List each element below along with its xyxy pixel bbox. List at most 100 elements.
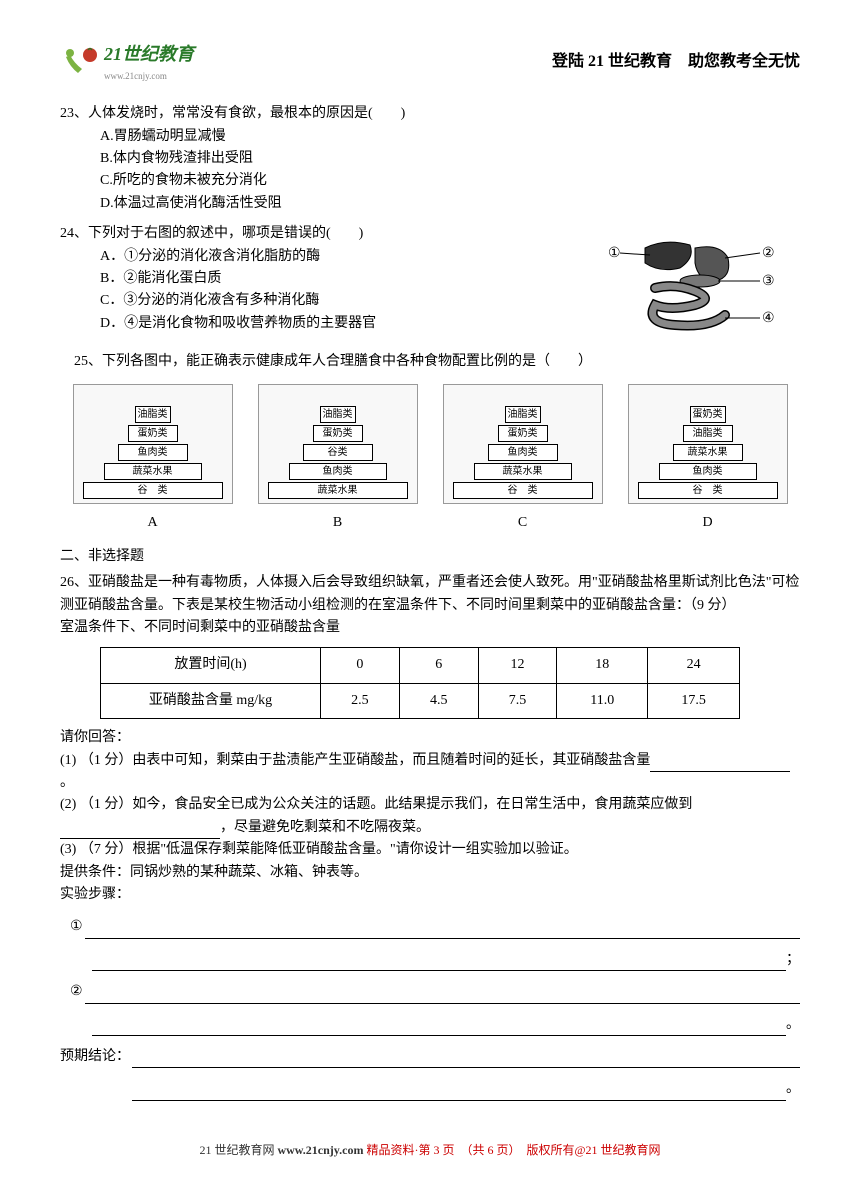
- pyramid-level: 蛋奶类: [690, 406, 726, 423]
- pyramid-label-d: D: [628, 512, 788, 534]
- time-18: 18: [557, 648, 648, 683]
- blank-fill[interactable]: [60, 823, 220, 839]
- time-6: 6: [399, 648, 478, 683]
- q24-stem: 24、下列对于右图的叙述中，哪项是错误的( ): [60, 223, 600, 245]
- footer-site: www.21cnjy.com: [277, 1143, 363, 1157]
- blank-line[interactable]: [85, 981, 800, 1003]
- q26-part1: (1) （1 分）由表中可知，剩菜由于盐渍能产生亚硝酸盐，而且随着时间的延长，其…: [60, 750, 800, 795]
- answer-heading: 请你回答：: [60, 727, 800, 749]
- step-2-line2: 。: [90, 1014, 800, 1036]
- blank-line[interactable]: [85, 916, 800, 938]
- section-2-heading: 二、非选择题: [60, 546, 800, 568]
- question-24: 24、下列对于右图的叙述中，哪项是错误的( ) A．①分泌的消化液含消化脂肪的酶…: [60, 223, 800, 343]
- question-25: 25、下列各图中，能正确表示健康成年人合理膳食中各种食物配置比例的是（ ） 油脂…: [60, 351, 800, 534]
- pyramid-level: 蔬菜水果: [104, 463, 202, 480]
- label-3: ③: [762, 274, 775, 289]
- pyramid-level: 鱼肉类: [488, 444, 558, 461]
- table-row: 亚硝酸盐含量 mg/kg 2.5 4.5 7.5 11.0 17.5: [101, 683, 740, 718]
- question-26: 26、亚硝酸盐是一种有毒物质，人体摄入后会导致组织缺氧，严重者还会使人致死。用"…: [60, 572, 800, 1100]
- time-header: 放置时间(h): [101, 648, 321, 683]
- val-12: 7.5: [478, 683, 557, 718]
- blank-line[interactable]: [132, 1078, 786, 1100]
- step-2-label: ②: [70, 981, 83, 1003]
- pyramid-label-b: B: [258, 512, 418, 534]
- pyramid-level: 鱼肉类: [659, 463, 757, 480]
- p1-end: 。: [60, 775, 74, 790]
- q26-stem: 26、亚硝酸盐是一种有毒物质，人体摄入后会导致组织缺氧，严重者还会使人致死。用"…: [60, 572, 800, 617]
- val-6: 4.5: [399, 683, 478, 718]
- q23-option-c: C.所吃的食物未被充分消化: [100, 170, 800, 192]
- pyramid-level: 鱼肉类: [289, 463, 387, 480]
- pyramid-level: 蔬菜水果: [673, 444, 743, 461]
- page-footer: 21 世纪教育网 www.21cnjy.com 精品资料·第 3 页 （共 6 …: [60, 1141, 800, 1160]
- footer-mid: 精品资料·第 3 页 （共 6 页） 版权所有@21 世纪教育网: [366, 1143, 660, 1157]
- pyramid-label-a: A: [73, 512, 233, 534]
- conclusion-label: 预期结论：: [60, 1046, 130, 1068]
- pyramid-d: 蛋奶类油脂类蔬菜水果鱼肉类谷 类 D: [628, 384, 788, 534]
- pyramid-level: 蛋奶类: [498, 425, 548, 442]
- table-row: 放置时间(h) 0 6 12 18 24: [101, 648, 740, 683]
- pyramid-a: 油脂类蛋奶类鱼肉类蔬菜水果谷 类 A: [73, 384, 233, 534]
- q24-option-d: D．④是消化食物和吸收营养物质的主要器官: [100, 313, 600, 335]
- pyramid-level: 油脂类: [505, 406, 541, 423]
- val-18: 11.0: [557, 683, 648, 718]
- time-24: 24: [648, 648, 740, 683]
- p2-text: (2) （1 分）如今，食品安全已成为公众关注的话题。此结果提示我们，在日常生活…: [60, 797, 692, 812]
- logo-text: 21世纪教育: [104, 44, 194, 64]
- step-1-label: ①: [70, 916, 83, 938]
- pyramid-level: 蔬菜水果: [474, 463, 572, 480]
- pyramid-level: 油脂类: [320, 406, 356, 423]
- q25-stem: 25、下列各图中，能正确表示健康成年人合理膳食中各种食物配置比例的是（ ）: [74, 351, 800, 373]
- time-12: 12: [478, 648, 557, 683]
- pyramid-level: 谷类: [303, 444, 373, 461]
- pyramid-level: 鱼肉类: [118, 444, 188, 461]
- blank-line[interactable]: [92, 1014, 786, 1036]
- logo-icon: [60, 47, 100, 77]
- q23-option-b: B.体内食物残渣排出受阻: [100, 148, 800, 170]
- q23-stem: 23、人体发烧时，常常没有食欲，最根本的原因是( ): [60, 103, 800, 125]
- period: 。: [786, 1014, 800, 1036]
- pyramid-level: 油脂类: [683, 425, 733, 442]
- logo: 21世纪教育 www.21cnjy.com: [60, 40, 194, 83]
- q23-option-a: A.胃肠蠕动明显减慢: [100, 126, 800, 148]
- question-23: 23、人体发烧时，常常没有食欲，最根本的原因是( ) A.胃肠蠕动明显减慢 B.…: [60, 103, 800, 215]
- p2-end: ，尽量避免吃剩菜和不吃隔夜菜。: [220, 820, 430, 835]
- q24-option-c: C．③分泌的消化液含有多种消化酶: [100, 290, 600, 312]
- logo-subtitle: www.21cnjy.com: [104, 69, 194, 83]
- label-4: ④: [762, 311, 775, 326]
- pyramid-level: 蛋奶类: [313, 425, 363, 442]
- p3-text: (3) （7 分）根据"低温保存剩菜能降低亚硝酸盐含量。"请你设计一组实验加以验…: [60, 839, 800, 861]
- pyramid-level: 蛋奶类: [128, 425, 178, 442]
- step-1-line: ①: [70, 916, 800, 938]
- digestive-organ-figure: ① ② ③ ④: [600, 223, 780, 343]
- page-title: 登陆 21 世纪教育 助您教考全无忧: [552, 49, 800, 75]
- step-1-line2: ；: [90, 949, 800, 971]
- semicolon: ；: [786, 949, 800, 971]
- conclusion-line2: 。: [130, 1078, 800, 1100]
- conclusion-line: 预期结论：: [60, 1046, 800, 1068]
- q26-part2: (2) （1 分）如今，食品安全已成为公众关注的话题。此结果提示我们，在日常生活…: [60, 794, 800, 839]
- nitrite-table: 放置时间(h) 0 6 12 18 24 亚硝酸盐含量 mg/kg 2.5 4.…: [100, 647, 740, 719]
- time-0: 0: [321, 648, 400, 683]
- step-2-line: ②: [70, 981, 800, 1003]
- pyramid-row: 油脂类蛋奶类鱼肉类蔬菜水果谷 类 A 油脂类蛋奶类谷类鱼肉类蔬菜水果 B 油脂类…: [60, 384, 800, 534]
- content-header: 亚硝酸盐含量 mg/kg: [101, 683, 321, 718]
- val-24: 17.5: [648, 683, 740, 718]
- q24-option-a: A．①分泌的消化液含消化脂肪的酶: [100, 246, 600, 268]
- label-1: ①: [608, 246, 621, 261]
- blank-line[interactable]: [132, 1046, 800, 1068]
- pyramid-level: 谷 类: [638, 482, 778, 499]
- q23-option-d: D.体温过高使消化酶活性受阻: [100, 193, 800, 215]
- blank-fill[interactable]: [650, 756, 790, 772]
- pyramid-level: 蔬菜水果: [268, 482, 408, 499]
- val-0: 2.5: [321, 683, 400, 718]
- period: 。: [786, 1078, 800, 1100]
- label-2: ②: [762, 246, 775, 261]
- p1-text: (1) （1 分）由表中可知，剩菜由于盐渍能产生亚硝酸盐，而且随着时间的延长，其…: [60, 753, 650, 768]
- pyramid-label-c: C: [443, 512, 603, 534]
- pyramid-level: 谷 类: [453, 482, 593, 499]
- pyramid-b: 油脂类蛋奶类谷类鱼肉类蔬菜水果 B: [258, 384, 418, 534]
- pyramid-c: 油脂类蛋奶类鱼肉类蔬菜水果谷 类 C: [443, 384, 603, 534]
- blank-line[interactable]: [92, 949, 786, 971]
- q26-table-caption: 室温条件下、不同时间剩菜中的亚硝酸盐含量: [60, 617, 800, 639]
